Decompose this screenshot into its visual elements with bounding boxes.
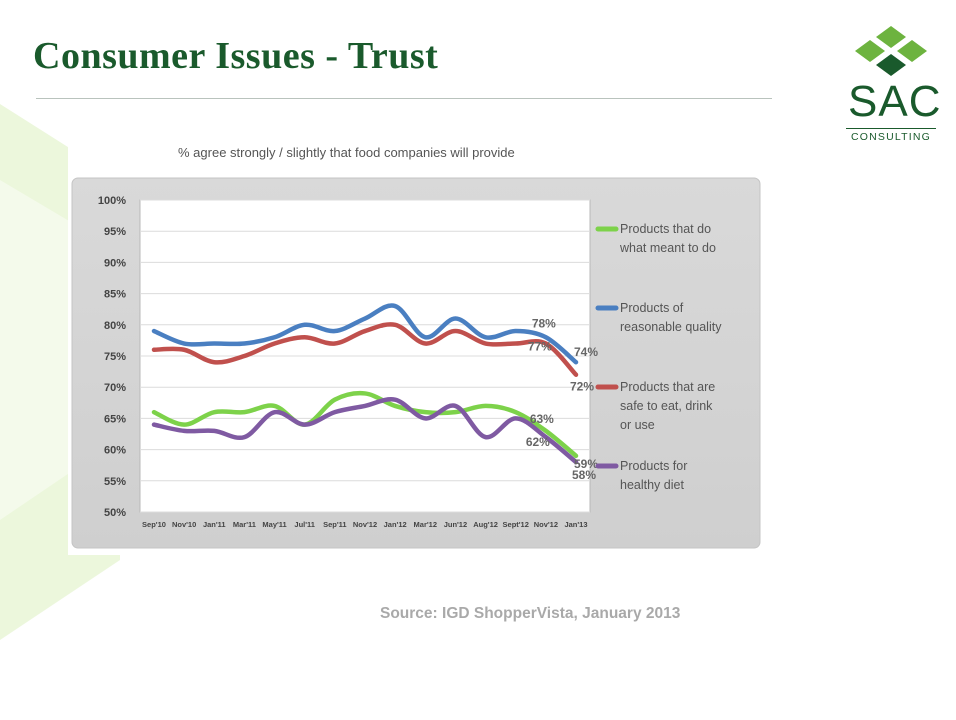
annotation-label: 62% (526, 435, 550, 449)
x-tick-label: Sep'10 (142, 520, 166, 529)
y-tick-label: 55% (104, 476, 126, 488)
x-tick-label: Mar'11 (233, 520, 256, 529)
y-tick-label: 80% (104, 320, 126, 332)
title-divider (36, 98, 772, 99)
logo-subtitle: CONSULTING (846, 128, 936, 143)
chart-title: % agree strongly / slightly that food co… (178, 145, 515, 160)
x-tick-label: Mar'12 (414, 520, 437, 529)
x-tick-label: Jan'12 (384, 520, 407, 529)
y-tick-label: 70% (104, 382, 126, 394)
series-line-1 (151, 303, 579, 365)
y-tick-label: 95% (104, 226, 126, 238)
annotation-label: 78% (532, 316, 556, 330)
y-tick-label: 90% (104, 257, 126, 269)
end-value-label: 59% (574, 457, 598, 471)
chart: % agree strongly / slightly that food co… (68, 130, 768, 555)
y-axis-ticks: 50% 55% 60% 65% 70% 75% 80% 85% 90% 95% 100% (98, 195, 126, 519)
end-value-label: 74% (574, 345, 598, 359)
x-tick-label: Sep'11 (323, 520, 346, 529)
end-value-label: 72% (570, 380, 594, 394)
source-note: Source: IGD ShopperVista, January 2013 (380, 605, 681, 622)
y-tick-label: 60% (104, 445, 126, 457)
end-value-label: 58% (572, 468, 596, 482)
legend-label: Products for healthy diet (620, 459, 687, 492)
x-tick-label: Sept'12 (503, 520, 529, 529)
series-line-0 (151, 390, 579, 459)
x-tick-label: Jan'11 (203, 520, 226, 529)
x-tick-label: Jul'11 (294, 520, 315, 529)
sac-logo: SAC CONSULTING (842, 22, 940, 148)
y-tick-label: 85% (104, 289, 126, 301)
y-tick-label: 50% (104, 507, 126, 519)
x-tick-label: Aug'12 (473, 520, 498, 529)
gridlines (140, 199, 590, 513)
series-line-3 (151, 397, 579, 465)
series-lines (151, 303, 579, 465)
x-tick-label: Jan'13 (564, 520, 587, 529)
x-axis-ticks: Sep'10 Nov'10 Jan'11 Mar'11 May'11 Jul'11 Sep'… (142, 520, 587, 529)
legend: Products that do what meant to do Products… (595, 222, 722, 492)
x-tick-label: Jun'12 (444, 520, 467, 529)
x-tick-label: Nov'10 (172, 520, 196, 529)
y-tick-label: 100% (98, 195, 126, 207)
legend-label: Products that are safe to eat, drink or us… (620, 380, 715, 432)
series-line-2 (151, 322, 579, 377)
legend-label: Products that do what meant to do (619, 222, 716, 255)
data-labels: 59% 63% 74% 78% 72% 77% 58% 62% (526, 316, 599, 482)
logo-diamond-icon (855, 26, 927, 76)
logo-name: SAC (848, 77, 942, 126)
x-tick-label: Nov'12 (353, 520, 377, 529)
annotation-label: 77% (528, 340, 552, 354)
x-tick-label: May'11 (262, 520, 286, 529)
slide-title: Consumer Issues - Trust (33, 35, 439, 77)
annotation-label: 63% (530, 412, 554, 426)
legend-label: Products of reasonable quality (620, 301, 722, 334)
x-tick-label: Nov'12 (534, 520, 558, 529)
y-tick-label: 75% (104, 351, 126, 363)
y-tick-label: 65% (104, 413, 126, 425)
